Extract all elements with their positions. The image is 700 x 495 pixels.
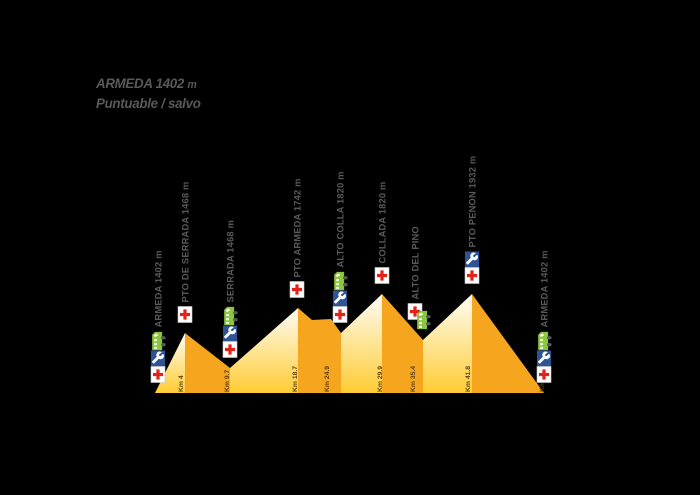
svg-text:SERRADA 1468 m: SERRADA 1468 m [225,220,235,303]
svg-text:ALTO COLLA 1820 m: ALTO COLLA 1820 m [335,171,345,267]
svg-text:PTO DE SERRADA 1468 m: PTO DE SERRADA 1468 m [180,182,190,303]
svg-text:ALTO DEL PINO: ALTO DEL PINO [410,226,420,299]
svg-text:ARMEDA 1402 m: ARMEDA 1402 m [153,250,163,327]
svg-text:COLLADA 1820 m: COLLADA 1820 m [377,181,387,263]
svg-text:ARMEDA 1402 m: ARMEDA 1402 m [539,250,549,327]
svg-text:PTO PENON 1932 m: PTO PENON 1932 m [467,156,477,248]
svg-text:PTO ARMEDA 1742 m: PTO ARMEDA 1742 m [292,178,302,277]
